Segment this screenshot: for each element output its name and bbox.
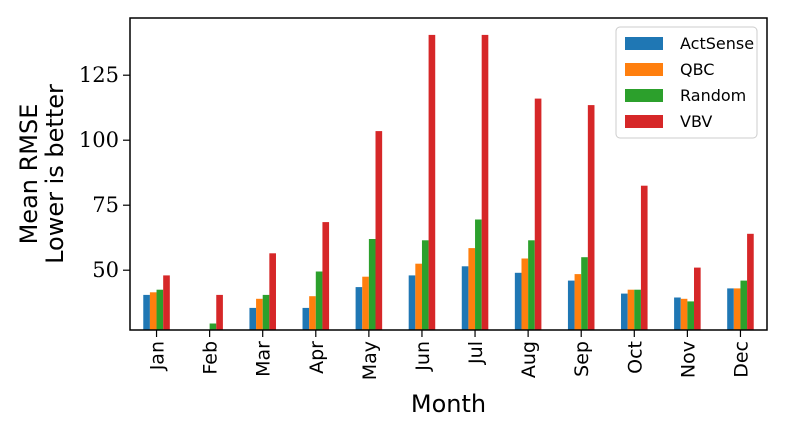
bar-random-feb: [209, 323, 217, 330]
bar-random-dec: [740, 280, 748, 330]
legend: ActSense QBC Random VBV: [615, 26, 758, 139]
bar-qbc-dec: [733, 288, 741, 330]
bar-actsense-sep: [567, 280, 575, 330]
bar-random-jun: [421, 240, 429, 330]
bar-actsense-jan: [143, 294, 150, 330]
bar-random-nov: [687, 301, 695, 330]
bar-actsense-mar: [249, 307, 257, 330]
bar-qbc-oct: [627, 289, 635, 330]
bar-random-aug: [528, 240, 535, 330]
bar-random-sep: [581, 257, 588, 330]
y-tick-label: 125: [79, 63, 119, 87]
bar-vbv-jan: [163, 275, 170, 330]
bar-vbv-mar: [269, 253, 276, 330]
legend-swatch-vbv: [625, 115, 663, 128]
bars-group: [143, 34, 754, 331]
bar-random-jul: [475, 219, 482, 330]
bar-vbv-sep: [587, 105, 595, 330]
bar-vbv-dec: [747, 233, 754, 330]
x-axis-label: Month: [411, 390, 486, 418]
legend-label-qbc: QBC: [680, 60, 714, 79]
bar-actsense-jun: [408, 275, 416, 330]
x-tick-label-jan: Jan: [147, 341, 169, 371]
bar-qbc-jan: [149, 292, 157, 330]
bar-random-mar: [262, 294, 270, 330]
legend-swatch-qbc: [625, 63, 663, 76]
x-tick-label-dec: Dec: [730, 341, 752, 378]
legend-swatch-actsense: [625, 37, 663, 50]
y-axis: 50 75 100 125: [79, 63, 130, 282]
bar-actsense-oct: [621, 293, 628, 330]
x-axis: Jan Feb Mar Apr May Jun Jul Aug Sep Oct Nov Dec: [147, 330, 752, 380]
bar-qbc-aug: [521, 258, 529, 330]
bar-vbv-jul: [481, 34, 489, 331]
x-tick-label-oct: Oct: [624, 341, 646, 374]
bar-qbc-nov: [680, 298, 688, 330]
y-axis-label-line2: Lower is better: [41, 84, 69, 264]
bar-actsense-aug: [514, 272, 522, 330]
bar-vbv-apr: [322, 222, 330, 330]
legend-swatch-random: [625, 89, 663, 102]
x-tick-label-nov: Nov: [677, 341, 699, 378]
y-tick-label: 50: [92, 258, 119, 282]
x-tick-label-may: May: [359, 341, 381, 380]
bar-vbv-feb: [216, 294, 223, 330]
legend-label-actsense: ActSense: [680, 34, 754, 53]
bar-qbc-jun: [415, 263, 422, 330]
legend-label-random: Random: [680, 86, 746, 105]
bar-actsense-nov: [674, 297, 681, 330]
x-tick-label-jul: Jul: [465, 341, 487, 365]
bar-actsense-jul: [461, 266, 469, 330]
y-axis-label-line1: Mean RMSE: [15, 104, 43, 245]
y-tick-label: 100: [79, 128, 119, 152]
legend-label-vbv: VBV: [680, 112, 712, 131]
bar-qbc-jul: [468, 248, 476, 330]
plot-frame: [129, 17, 768, 331]
bar-random-apr: [315, 271, 323, 330]
bar-random-oct: [634, 289, 641, 330]
bar-vbv-nov: [694, 267, 701, 330]
bar-actsense-may: [355, 287, 363, 330]
bar-random-may: [368, 239, 376, 330]
x-tick-label-apr: Apr: [306, 341, 328, 374]
bar-qbc-mar: [256, 298, 263, 330]
bar-vbv-jun: [428, 34, 436, 331]
bar-vbv-oct: [640, 185, 648, 330]
x-tick-label-mar: Mar: [253, 341, 275, 377]
legend-box: [615, 26, 758, 139]
bar-actsense-dec: [727, 288, 734, 330]
y-tick-label: 75: [92, 193, 119, 217]
x-tick-label-feb: Feb: [200, 341, 222, 375]
bar-vbv-may: [375, 131, 383, 330]
x-tick-label-aug: Aug: [518, 341, 540, 378]
bar-random-jan: [156, 289, 164, 330]
bar-qbc-apr: [309, 296, 316, 330]
x-tick-label-jun: Jun: [412, 341, 434, 372]
bar-qbc-may: [362, 276, 369, 330]
bar-vbv-aug: [534, 98, 542, 330]
x-tick-label-sep: Sep: [571, 341, 593, 377]
bar-qbc-sep: [574, 274, 582, 330]
bar-actsense-apr: [302, 307, 310, 330]
